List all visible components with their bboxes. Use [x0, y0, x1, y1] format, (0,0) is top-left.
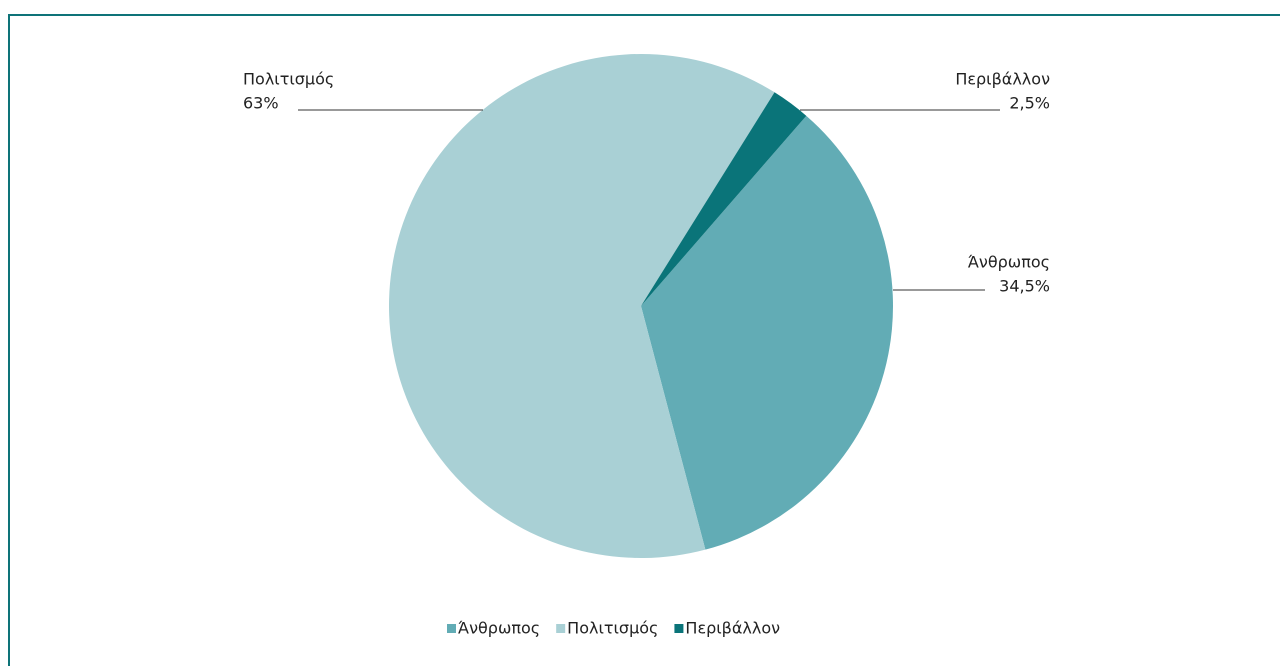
data-label-value: 34,5%	[999, 277, 1050, 296]
data-label-name: Άνθρωπος	[968, 253, 1050, 272]
frame	[8, 14, 1280, 666]
data-label-name: Πολιτισμός	[243, 70, 334, 89]
legend-swatch	[674, 624, 684, 633]
legend-label: Πολιτισμός	[567, 619, 658, 638]
legend-swatch	[556, 624, 566, 633]
legend-swatch	[447, 624, 456, 633]
data-label-value: 63%	[243, 94, 279, 113]
pie-slice	[389, 54, 775, 558]
data-label-value: 2,5%	[1009, 94, 1050, 113]
pie-slice	[641, 92, 807, 307]
legend-label: Άνθρωπος	[458, 619, 540, 638]
pie-slice	[641, 115, 894, 550]
data-label-name: Περιβάλλον	[955, 70, 1050, 89]
legend-label: Περιβάλλον	[685, 619, 780, 638]
